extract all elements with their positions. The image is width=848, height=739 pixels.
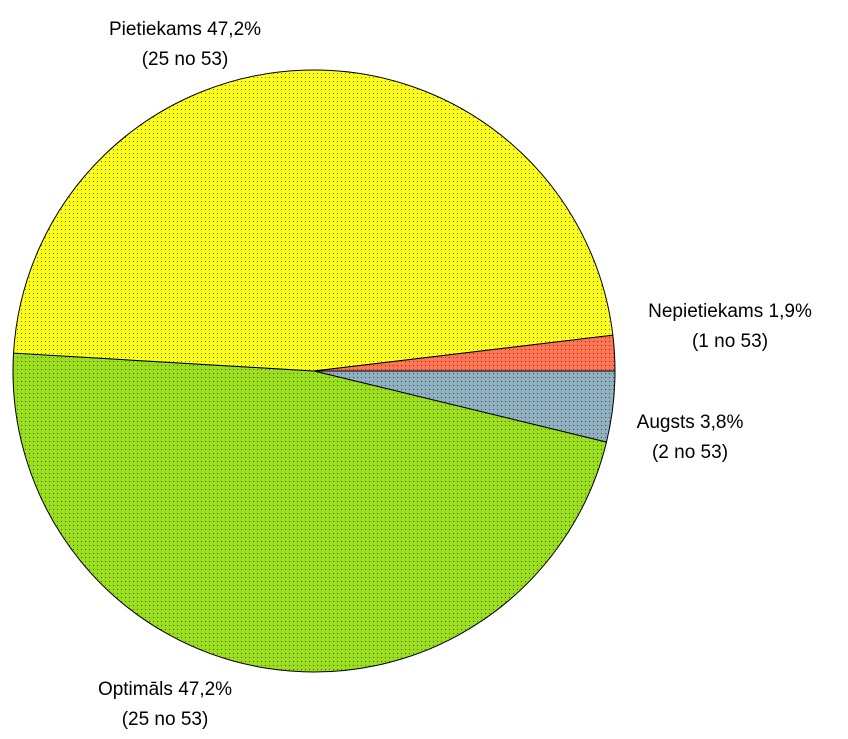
count-label: (1 no 53): [692, 331, 768, 352]
category-name: Nepietiekams: [648, 301, 763, 322]
category-name: Augsts: [637, 412, 695, 433]
value-label: 3,8%: [700, 412, 743, 433]
slice-label: Pietiekams 47,2%: [109, 19, 261, 40]
slice-texture: [13, 69, 614, 372]
value-label: 47,2%: [178, 679, 232, 700]
count-label: (25 no 53): [122, 709, 209, 730]
value-label: 1,9%: [769, 301, 812, 322]
slice-texture: [313, 334, 616, 372]
slice-label: Nepietiekams 1,9%: [648, 301, 812, 322]
value-label: 47,2%: [207, 19, 261, 40]
count-label: (2 no 53): [652, 442, 728, 463]
category-name: Pietiekams: [109, 19, 202, 40]
category-name: Optimāls: [98, 679, 173, 700]
slice-label: Augsts 3,8%: [637, 412, 744, 433]
slice-texture: [12, 352, 608, 673]
count-label: (25 no 53): [142, 49, 229, 70]
slice-label: Optimāls 47,2%: [98, 679, 232, 700]
